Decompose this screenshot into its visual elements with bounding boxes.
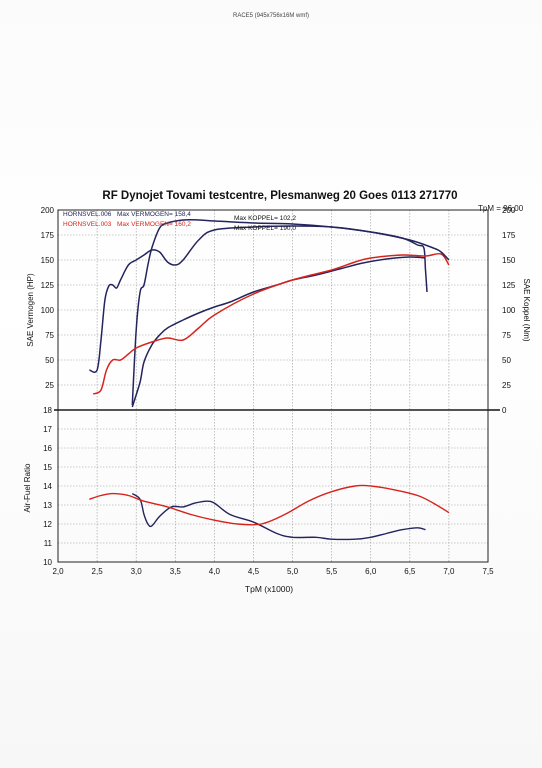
afr-tick-label: 17 [43,425,52,434]
x-tick-label: 3,0 [131,567,143,576]
legend-name-006: HORNSVEL.006 [63,211,112,218]
x-tick-label: 5,0 [287,567,299,576]
chart-title: RF Dynojet Tovami testcentre, Plesmanweg… [102,190,457,202]
y2-tick-label: 50 [502,356,511,365]
legend-name-003: HORNSVEL.003 [63,221,112,228]
legend-vermogen-006: Max VERMOGEN= 158,4 [117,211,191,218]
y-tick-label: 50 [45,356,54,365]
afr-tick-label: 16 [43,444,52,453]
afr-tick-label: 11 [44,539,53,548]
y2-tick-label: 25 [502,381,511,390]
afr-tick-label: 18 [43,406,52,415]
x-tick-label: 2,5 [92,567,104,576]
upper-series [89,218,450,408]
lower-frame [57,409,489,563]
y2-tick-label: 0 [502,406,507,415]
tick-labels: 2,0 2,5 3,0 3,5 4,0 4,5 5,0 5,5 6,0 6,5 7,0 7,5 25 50… [41,206,516,576]
y-tick-label: 175 [41,231,55,240]
x-tick-label: 4,0 [209,567,221,576]
x-tick-label: 5,5 [326,567,338,576]
x-tick-label: 6,0 [365,567,377,576]
legend-vermogen-003: Max VERMOGEN= 160,2 [117,221,191,228]
x-tick-label: 2,0 [52,567,64,576]
x-tick-label: 7,5 [482,567,494,576]
x-axis-label: TpM (x1000) [245,584,293,594]
legend-koppel-003: Max KOPPEL= 190,0 [234,225,296,232]
series-line-hornsvel-006-koppel [131,218,428,406]
afr-tick-label: 12 [43,520,52,529]
series-line-hornsvel-003-vermogen [92,252,450,395]
afr-tick-label: 14 [43,482,52,491]
y-tick-label: 25 [45,381,54,390]
series-line-hornsvel-003-koppel [89,225,450,373]
x-tick-label: 6,5 [404,567,416,576]
series-line-hornsvel-006-vermogen [131,256,426,408]
lower-series [89,484,450,541]
y2-tick-label: 100 [502,306,516,315]
afr-line-hornsvel-006 [131,493,426,541]
afr-axis-label: Air-Fuel Ratio [23,463,32,512]
y-axis-label: SAE Vermogen (HP) [26,273,35,347]
afr-line-hornsvel-003 [89,484,450,526]
y2-tick-label: 200 [502,206,516,215]
afr-tick-label: 15 [43,463,52,472]
x-tick-label: 7,0 [443,567,455,576]
tpm-note: TpM = 96,00 [478,204,524,213]
upper-grid [54,209,500,411]
y2-tick-label: 125 [502,281,516,290]
y-tick-label: 150 [41,256,55,265]
y-tick-label: 75 [45,331,54,340]
legend-koppel-006: Max KOPPEL= 102,2 [234,215,296,222]
y2-tick-label: 150 [502,256,516,265]
x-tick-label: 3,5 [170,567,182,576]
afr-tick-label: 13 [43,501,52,510]
y-tick-label: 125 [41,281,55,290]
y2-tick-label: 75 [502,331,511,340]
y2-tick-label: 175 [502,231,516,240]
y-tick-label: 100 [41,306,55,315]
lower-grid [57,409,489,563]
x-tick-label: 4,5 [248,567,260,576]
y-tick-label: 200 [41,206,55,215]
file-header: RACE5 (945x756x16M wmf) [232,13,310,19]
afr-tick-label: 10 [43,558,52,567]
y2-axis-label: SAE Koppel (Nm) [522,278,531,341]
